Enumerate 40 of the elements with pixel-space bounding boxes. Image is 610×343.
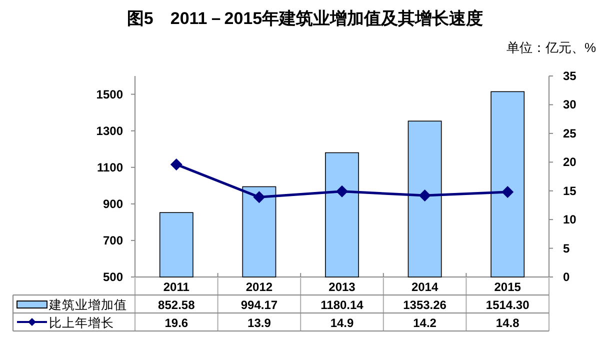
point bbox=[253, 191, 266, 204]
x-tick-label: 2013 bbox=[328, 280, 356, 294]
legend-label: 建筑业增加值 bbox=[48, 298, 127, 312]
point bbox=[170, 158, 182, 170]
y2-tick-label: 20 bbox=[563, 155, 577, 170]
data-label: 1514.30 bbox=[486, 298, 530, 312]
y2-tick-label: 15 bbox=[563, 184, 577, 198]
y2-tick-label: 30 bbox=[563, 98, 577, 112]
y-tick-label: 500 bbox=[102, 270, 124, 284]
point bbox=[336, 185, 348, 198]
legend-item: 建筑业增加值 bbox=[16, 298, 127, 312]
data-label: 1180.14 bbox=[320, 298, 364, 312]
point bbox=[418, 189, 431, 202]
data-label: 14.9 bbox=[330, 316, 354, 330]
y-tick-label: 1300 bbox=[96, 124, 124, 138]
x-tick-label: 2011 bbox=[163, 280, 190, 294]
y-tick-label: 1100 bbox=[96, 160, 124, 174]
x-tick-label: 2015 bbox=[494, 280, 522, 294]
y2-tick-label: 10 bbox=[563, 212, 577, 227]
y-tick-label: 1500 bbox=[96, 87, 124, 102]
data-label: 19.6 bbox=[164, 316, 188, 330]
chart-title: 图5 2011－2015年建筑业增加值及其增长速度 bbox=[126, 9, 484, 28]
data-label: 14.2 bbox=[413, 316, 437, 330]
point bbox=[502, 186, 514, 198]
y-tick-label: 700 bbox=[102, 233, 124, 248]
x-tick-label: 2012 bbox=[246, 280, 273, 294]
data-label: 852.58 bbox=[158, 298, 196, 312]
y2-tick-label: 35 bbox=[563, 69, 577, 83]
data-label: 1353.26 bbox=[403, 298, 447, 312]
legend-item: 比上年增长 bbox=[17, 316, 114, 330]
text: 单位：亿元、% bbox=[506, 40, 596, 55]
data-label: 14.8 bbox=[496, 316, 520, 330]
y2-tick-label: 25 bbox=[563, 126, 577, 140]
y2-tick-label: 5 bbox=[563, 241, 570, 256]
y2-tick-label: 0 bbox=[563, 270, 570, 284]
data-label: 994.17 bbox=[240, 298, 278, 312]
y-tick-label: 900 bbox=[102, 196, 124, 211]
data-label: 13.9 bbox=[248, 316, 272, 330]
x-tick-label: 2014 bbox=[411, 280, 438, 294]
legend-label: 比上年增长 bbox=[49, 316, 114, 330]
